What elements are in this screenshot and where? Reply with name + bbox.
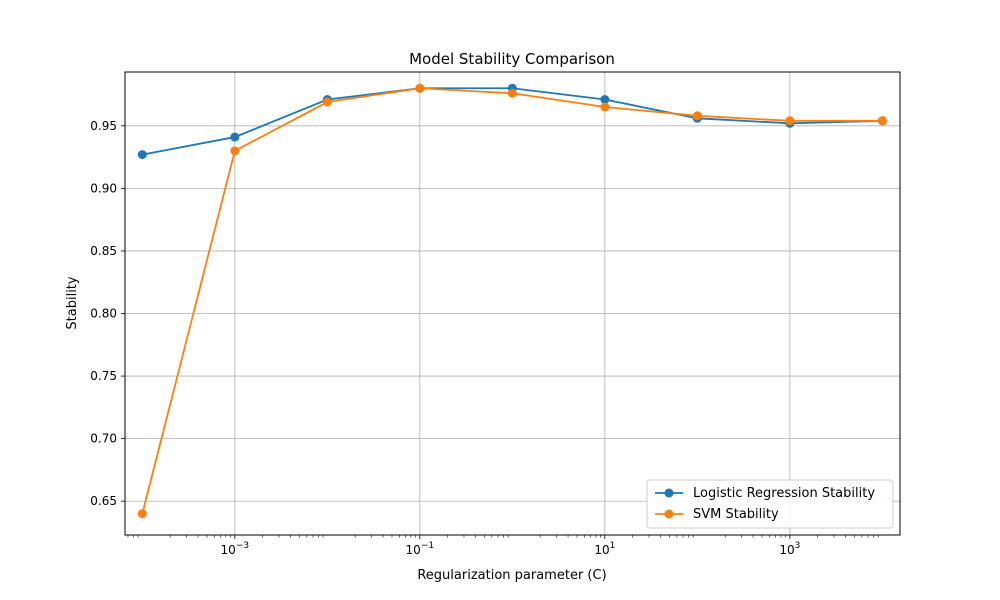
plot-frame [124, 71, 901, 536]
series-layer [137, 83, 887, 519]
data-point-logistic-regression [137, 150, 147, 160]
y-tick-label: 0.70 [90, 432, 117, 446]
data-point-svm [600, 102, 610, 112]
y-tick-label: 0.80 [90, 307, 117, 321]
data-point-svm [692, 111, 702, 121]
data-point-svm [230, 146, 240, 156]
data-point-svm [877, 116, 887, 126]
x-tick-label: 10−1 [406, 541, 435, 557]
y-tick-label: 0.95 [90, 119, 117, 133]
legend-label-svm: SVM Stability [693, 507, 779, 522]
y-tick-label: 0.75 [90, 369, 117, 383]
data-point-logistic-regression [230, 132, 240, 142]
x-tick-label: 101 [594, 541, 615, 557]
legend-marker-svm [664, 509, 674, 519]
x-axis-label: Regularization parameter (C) [417, 568, 606, 583]
data-point-svm [415, 83, 425, 93]
y-axis-label: Stability [65, 276, 80, 330]
data-point-svm [785, 116, 795, 126]
legend-box [646, 479, 894, 529]
legend: Logistic Regression Stability SVM Stabil… [646, 479, 894, 529]
y-tick-label: 0.90 [90, 181, 117, 195]
x-tick-label: 10−3 [221, 541, 250, 557]
ticks: 0.65 0.70 0.75 0.80 0.85 0.90 0.95 10−3 10−1 101 1… [90, 119, 879, 557]
data-point-svm [137, 509, 147, 519]
y-tick-label: 0.85 [90, 244, 117, 258]
data-point-logistic-regression [600, 95, 610, 105]
y-tick-label: 0.65 [90, 494, 117, 508]
legend-marker-logistic-regression [664, 488, 674, 498]
chart-title: Model Stability Comparison [409, 50, 615, 68]
data-point-svm [507, 88, 517, 98]
data-point-svm [322, 97, 332, 107]
x-tick-label: 103 [779, 541, 800, 557]
legend-label-logistic-regression: Logistic Regression Stability [693, 486, 875, 501]
